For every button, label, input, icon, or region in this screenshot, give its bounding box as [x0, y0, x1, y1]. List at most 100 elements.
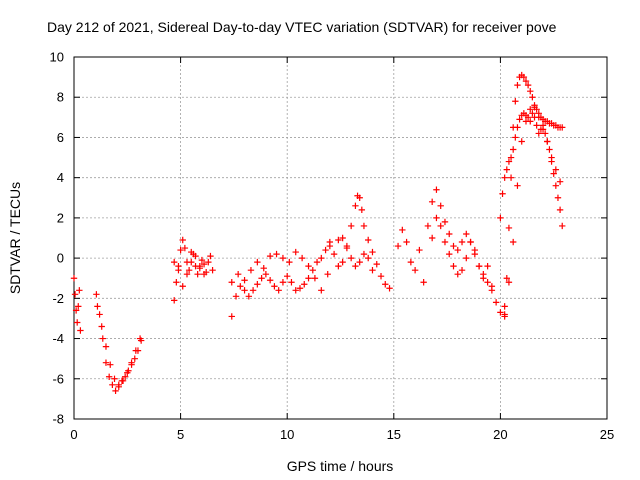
- data-point: [132, 347, 140, 354]
- data-point: [428, 234, 436, 242]
- data-point: [324, 271, 331, 278]
- data-point: [181, 244, 189, 252]
- data-point: [232, 293, 240, 300]
- data-point: [228, 313, 235, 320]
- data-point: [529, 94, 536, 101]
- data-point: [188, 258, 195, 266]
- series-seg-b2: [94, 303, 144, 389]
- data-point: [279, 279, 287, 286]
- data-point: [309, 266, 316, 274]
- data-point: [433, 186, 440, 193]
- data-point: [450, 262, 457, 270]
- data-point: [527, 87, 534, 95]
- data-point: [454, 246, 461, 254]
- data-point: [373, 260, 380, 268]
- data-point: [305, 262, 312, 270]
- data-point: [266, 277, 274, 284]
- data-point: [266, 252, 274, 260]
- data-point: [313, 258, 321, 266]
- data-point: [311, 275, 319, 282]
- y-tick-label: 2: [57, 210, 64, 225]
- data-point: [318, 287, 325, 294]
- data-point: [548, 154, 555, 161]
- data-point: [554, 194, 562, 201]
- data-point: [115, 381, 122, 389]
- data-point: [284, 273, 291, 280]
- data-point: [407, 258, 415, 266]
- data-point: [179, 236, 186, 244]
- data-point: [112, 387, 119, 395]
- data-point: [514, 182, 521, 189]
- data-point: [463, 230, 470, 238]
- data-point: [488, 283, 496, 290]
- y-tick-label: -2: [52, 291, 64, 306]
- data-point: [458, 266, 466, 274]
- data-point: [241, 287, 248, 294]
- x-tick-label: 25: [600, 427, 614, 442]
- data-point: [241, 277, 248, 284]
- data-point: [559, 222, 566, 230]
- data-point: [497, 214, 504, 222]
- data-point: [72, 307, 80, 314]
- y-tick-label: 0: [57, 251, 64, 266]
- data-point: [522, 118, 530, 125]
- data-point: [185, 266, 193, 274]
- data-point: [454, 271, 461, 278]
- data-point: [501, 174, 508, 181]
- data-point: [369, 266, 376, 274]
- data-point: [131, 355, 138, 362]
- data-point: [416, 246, 423, 254]
- data-marks: [70, 71, 566, 395]
- data-point: [535, 130, 542, 137]
- series-seg-e2: [335, 234, 376, 274]
- data-point: [102, 343, 110, 350]
- data-point: [499, 190, 506, 197]
- data-point: [505, 224, 513, 232]
- data-point: [76, 287, 83, 294]
- data-point: [556, 206, 564, 214]
- data-point: [286, 258, 293, 266]
- data-point: [446, 230, 453, 238]
- series-seg-g3: [501, 104, 564, 310]
- data-point: [136, 335, 144, 342]
- data-point: [424, 222, 432, 230]
- data-point: [382, 281, 389, 288]
- data-point: [194, 271, 201, 278]
- series-seg-c2: [171, 248, 208, 290]
- data-point: [514, 81, 521, 89]
- plot-frame: [73, 56, 608, 420]
- data-point: [516, 116, 523, 123]
- data-point: [173, 279, 180, 286]
- data-point: [247, 266, 255, 274]
- data-point: [503, 275, 510, 282]
- y-tick-label: -8: [52, 412, 64, 427]
- data-point: [175, 266, 182, 274]
- y-tick-label: 6: [57, 130, 64, 145]
- data-point: [365, 236, 372, 244]
- data-point: [171, 258, 178, 266]
- data-point: [531, 104, 538, 111]
- series-seg-d: [228, 242, 334, 320]
- data-point: [365, 254, 372, 262]
- data-point: [505, 279, 513, 286]
- data-point: [192, 252, 199, 260]
- data-point: [369, 248, 376, 256]
- data-point: [559, 124, 566, 131]
- data-point: [509, 146, 517, 153]
- y-tick-label: 8: [57, 90, 64, 105]
- data-point: [343, 244, 351, 252]
- data-point: [271, 283, 278, 290]
- data-point: [484, 279, 491, 286]
- data-point: [420, 279, 427, 286]
- data-point: [507, 154, 515, 161]
- data-point: [73, 319, 81, 326]
- data-point: [347, 222, 355, 230]
- data-point: [94, 303, 101, 310]
- data-point: [234, 271, 242, 278]
- data-point: [505, 158, 513, 165]
- data-point: [275, 287, 282, 294]
- data-point: [196, 262, 203, 270]
- series-seg-b: [93, 291, 145, 395]
- data-point: [463, 254, 470, 262]
